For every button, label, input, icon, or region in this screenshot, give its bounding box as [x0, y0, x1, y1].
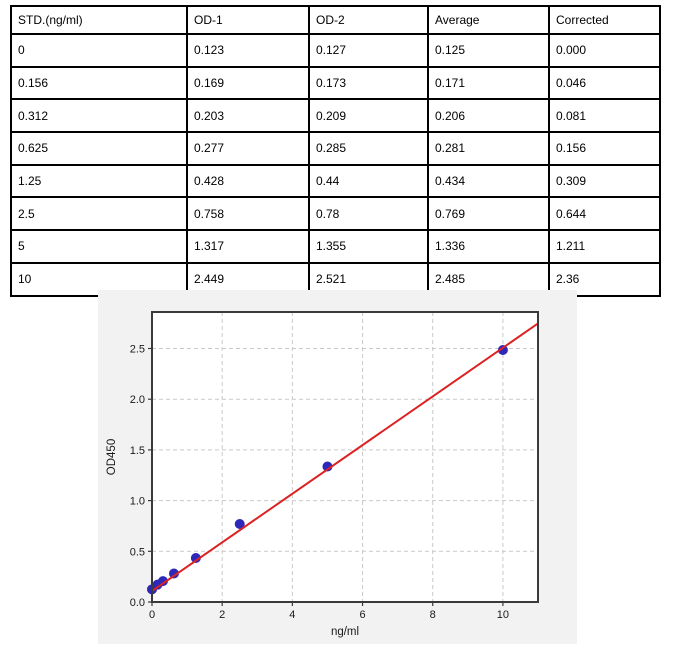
x-tick-label: 6	[359, 609, 365, 621]
standard-curve-chart: 0 2 4 6 8 10 0.0 0.5 1.0 1.5 2.0 2.5 ng/ml OD450	[106, 311, 539, 638]
standards-table-body: STD.(ng/ml) OD-1 OD-2 Average Corrected 0 0.12…	[10, 5, 661, 297]
table-cell: 0.173	[308, 65, 429, 101]
y-tick-label: 0.0	[130, 597, 145, 609]
x-tick-label: 10	[497, 609, 509, 621]
y-tick-label: 2.0	[130, 394, 145, 406]
table-header-cell: OD-1	[186, 5, 310, 35]
table-cell: 0.081	[548, 98, 661, 134]
table-row: 0.312 0.203 0.209 0.206 0.081	[10, 98, 661, 134]
table-cell: 0	[10, 33, 188, 68]
table-row: 0 0.123 0.127 0.125 0.000	[10, 33, 661, 68]
table-cell: 0.277	[186, 131, 310, 166]
y-tick-label: 1.0	[130, 496, 145, 508]
table-cell: 0.125	[427, 33, 550, 68]
table-cell: 0.312	[10, 98, 188, 134]
table-cell: 0.169	[186, 65, 310, 101]
y-tick-label: 0.5	[130, 546, 145, 558]
table-cell: 1.336	[427, 229, 550, 264]
table-cell: 0.156	[10, 65, 188, 101]
y-tick-label: 2.5	[130, 344, 145, 356]
y-tick-label: 1.5	[130, 445, 145, 457]
table-cell: 0.127	[308, 33, 429, 68]
x-axis-label: ng/ml	[331, 626, 359, 638]
table-cell: 0.625	[10, 131, 188, 166]
table-cell: 0.758	[186, 196, 310, 232]
y-axis-label: OD450	[106, 439, 118, 475]
x-tick-label: 2	[219, 609, 225, 621]
table-cell: 0.769	[427, 196, 550, 232]
table-cell: 0.156	[548, 131, 661, 166]
x-tick-label: 4	[289, 609, 295, 621]
table-cell: 0.281	[427, 131, 550, 166]
table-row: 0.625 0.277 0.285 0.281 0.156	[10, 131, 661, 166]
table-header-cell: Corrected	[548, 5, 661, 35]
table-row: 5 1.317 1.355 1.336 1.211	[10, 229, 661, 264]
table-cell: 0.209	[308, 98, 429, 134]
table-header-cell: OD-2	[308, 5, 429, 35]
table-cell: 1.317	[186, 229, 310, 264]
standard-curve-figure: 0 2 4 6 8 10 0.0 0.5 1.0 1.5 2.0 2.5 ng/ml OD450	[98, 290, 577, 644]
table-header-cell: STD.(ng/ml)	[10, 5, 188, 35]
table-cell: 0.428	[186, 163, 310, 199]
table-cell: 1.355	[308, 229, 429, 264]
table-cell: 0.123	[186, 33, 310, 68]
plot-frame	[151, 311, 539, 603]
table-cell: 5	[10, 229, 188, 264]
table-row: 0.156 0.169 0.173 0.171 0.046	[10, 65, 661, 101]
table-cell: 0.000	[548, 33, 661, 68]
table-header-cell: Average	[427, 5, 550, 35]
table-cell: 0.44	[308, 163, 429, 199]
table-header-row: STD.(ng/ml) OD-1 OD-2 Average Corrected	[10, 5, 661, 35]
x-tick-label: 8	[430, 609, 436, 621]
table-row: 1.25 0.428 0.44 0.434 0.309	[10, 163, 661, 199]
table-cell: 0.285	[308, 131, 429, 166]
table-cell: 0.203	[186, 98, 310, 134]
table-cell: 0.206	[427, 98, 550, 134]
table-cell: 1.211	[548, 229, 661, 264]
table-cell: 0.434	[427, 163, 550, 199]
table-cell: 0.171	[427, 65, 550, 101]
table-cell: 0.78	[308, 196, 429, 232]
table-cell: 2.5	[10, 196, 188, 232]
data-point	[234, 519, 245, 530]
table-cell: 1.25	[10, 163, 188, 199]
table-row: 2.5 0.758 0.78 0.769 0.644	[10, 196, 661, 232]
table-cell: 0.644	[548, 196, 661, 232]
standards-table: STD.(ng/ml) OD-1 OD-2 Average Corrected 0 0.12…	[10, 5, 661, 297]
table-cell: 0.046	[548, 65, 661, 101]
x-tick-label: 0	[149, 609, 155, 621]
fit-line	[151, 322, 539, 592]
table-cell: 0.309	[548, 163, 661, 199]
